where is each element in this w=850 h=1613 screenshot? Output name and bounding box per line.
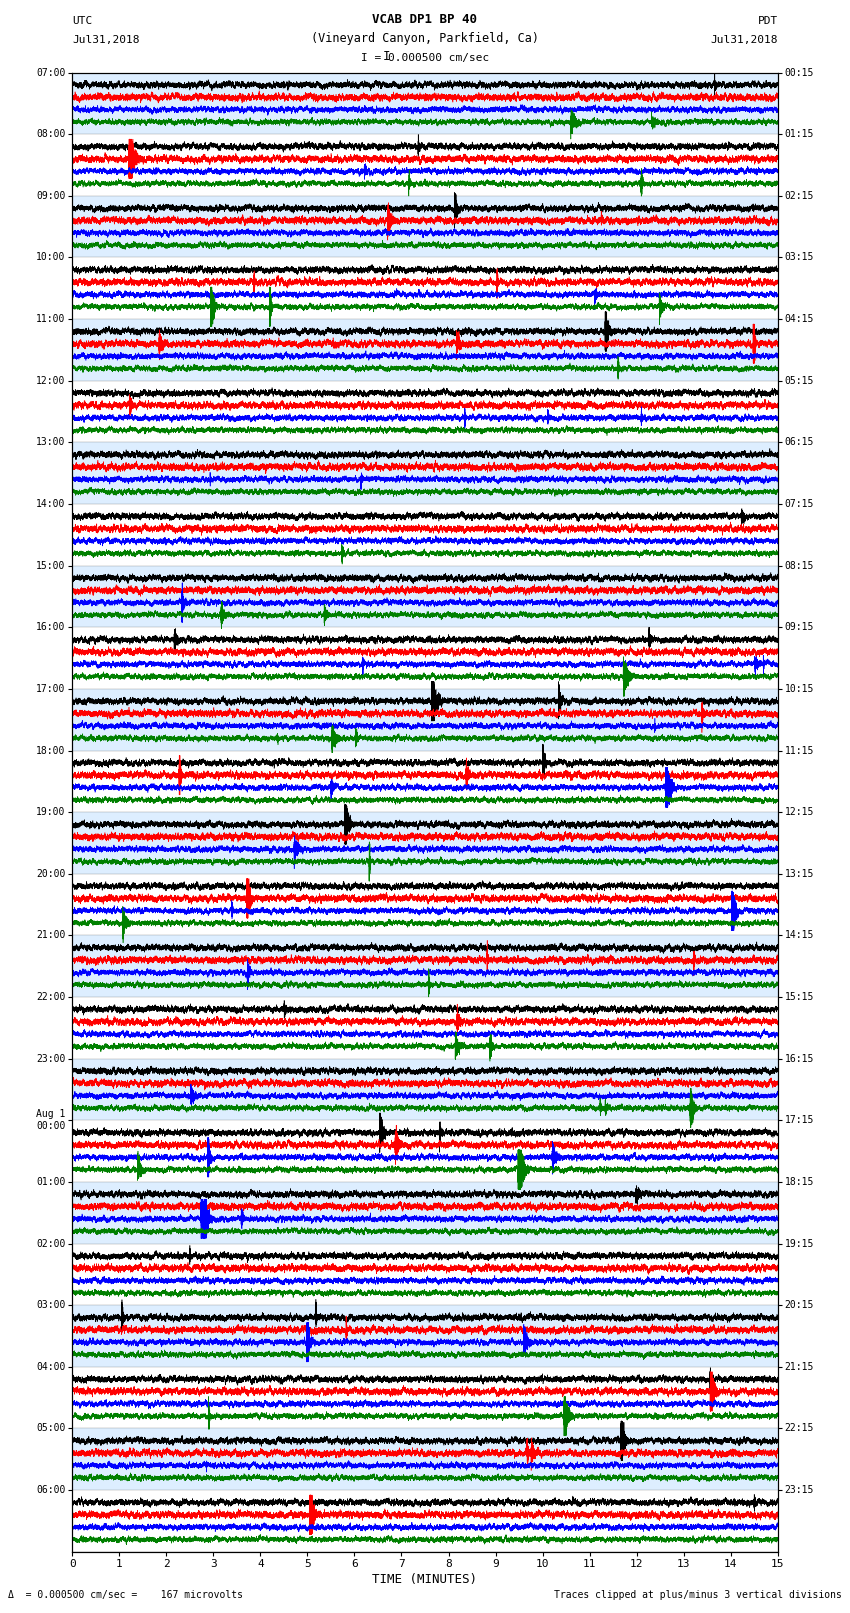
Bar (72, 1182, 778, 1244)
Text: VCAB DP1 BP 40: VCAB DP1 BP 40 (372, 13, 478, 26)
Bar (72, 1121, 778, 1182)
Bar (72, 381, 778, 442)
Text: Traces clipped at plus/minus 3 vertical divisions: Traces clipped at plus/minus 3 vertical … (553, 1590, 842, 1600)
Bar (72, 503, 778, 566)
Text: Jul31,2018: Jul31,2018 (72, 35, 139, 45)
Text: I = 0.000500 cm/sec: I = 0.000500 cm/sec (361, 53, 489, 63)
Bar (72, 1490, 778, 1552)
Bar (72, 442, 778, 503)
Bar (72, 258, 778, 319)
Bar (72, 1305, 778, 1366)
Text: PDT: PDT (757, 16, 778, 26)
Bar (72, 627, 778, 689)
Text: Jul31,2018: Jul31,2018 (711, 35, 778, 45)
Text: Δ  = 0.000500 cm/sec =    167 microvolts: Δ = 0.000500 cm/sec = 167 microvolts (8, 1590, 243, 1600)
Bar (72, 73, 778, 134)
Bar (72, 195, 778, 258)
Text: (Vineyard Canyon, Parkfield, Ca): (Vineyard Canyon, Parkfield, Ca) (311, 32, 539, 45)
Bar (72, 936, 778, 997)
Text: UTC: UTC (72, 16, 93, 26)
Bar (72, 997, 778, 1058)
Bar (72, 1366, 778, 1429)
Text: I: I (383, 50, 390, 63)
X-axis label: TIME (MINUTES): TIME (MINUTES) (372, 1573, 478, 1586)
Bar (72, 874, 778, 936)
Bar (72, 134, 778, 195)
Bar (72, 319, 778, 381)
Bar (72, 1429, 778, 1490)
Bar (72, 1244, 778, 1305)
Bar (72, 813, 778, 874)
Bar (72, 689, 778, 750)
Bar (72, 750, 778, 813)
Bar (72, 566, 778, 627)
Bar (72, 1058, 778, 1121)
